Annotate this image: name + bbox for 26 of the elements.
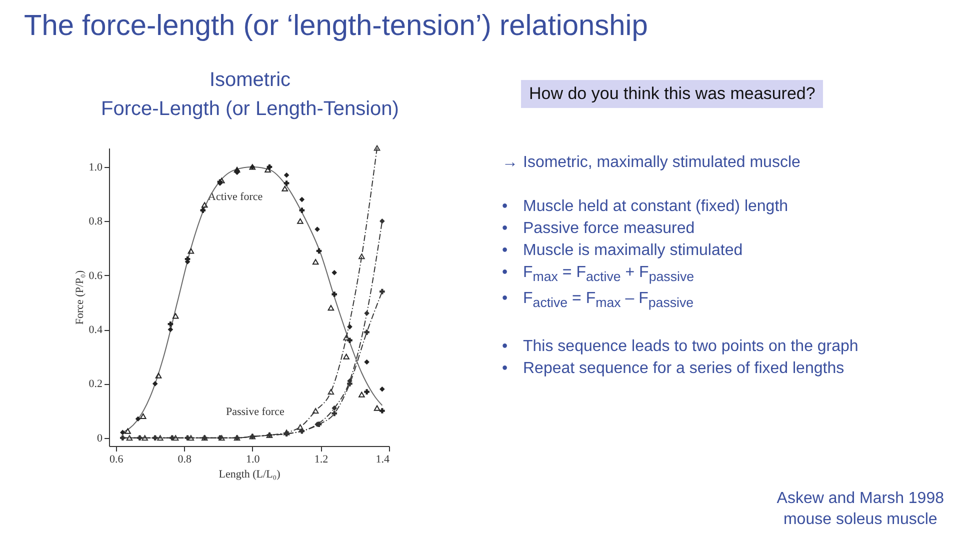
text: Askew and Marsh 1998 mouse soleus muscle [776, 489, 944, 530]
annotation: Passive force [226, 406, 284, 418]
text: • F$_{active}$ = F$_{max}$ – F$_{passive}$ [502, 289, 694, 312]
text: • This sequence leads to two points on the graph [502, 337, 858, 358]
x-tick-label: 0.8 [178, 454, 192, 466]
x-tick-label: 0.6 [109, 454, 124, 466]
y-tick-label: 0.6 [88, 270, 103, 282]
x-tick-label: 1.0 [246, 454, 260, 466]
text: • Muscle held at constant (fixed) length [502, 197, 788, 217]
text: How do you think this was measured? [521, 80, 824, 108]
y-tick-label: 0.2 [88, 378, 102, 390]
text: • Muscle is maximally stimulated [502, 241, 743, 261]
text: • F$_{max}$ = F$_{active}$ + F$_{passive}$ [502, 263, 694, 286]
x-tick-label: 1.2 [314, 454, 328, 466]
text: • Repeat sequence for a series of fixed lengths [502, 359, 844, 380]
y-tick-label: 1.0 [88, 161, 103, 174]
chart-title: The force-length (or ‘length-tension’) relationship [24, 10, 648, 43]
y-tick-label: 0.4 [88, 324, 103, 336]
text: → Isometric, maximally stimulated muscle [502, 153, 800, 173]
text: • Passive force measured [502, 219, 695, 239]
x-tick-label: 1.4 [376, 454, 390, 466]
x-axis-title: Length (L/L₀) [218, 468, 281, 480]
chart-subtitle: Isometric Force-Length (or Length-Tension) [100, 68, 400, 122]
y-tick-label: 0.8 [88, 216, 103, 228]
y-axis-title: Force (P/P₀) [74, 270, 86, 325]
y-tick-label: 0 [97, 432, 103, 444]
